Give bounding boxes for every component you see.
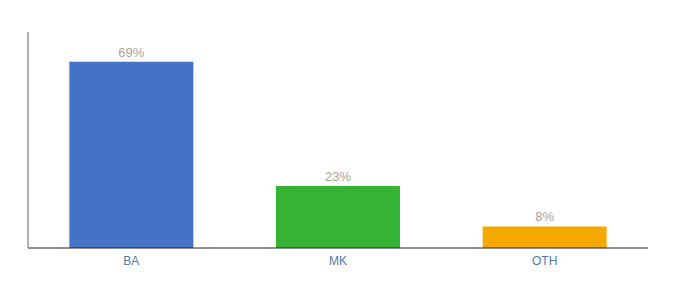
svg-text:MK: MK <box>329 254 347 268</box>
svg-text:BA: BA <box>123 254 139 268</box>
svg-text:23%: 23% <box>325 169 351 184</box>
svg-text:OTH: OTH <box>532 254 557 268</box>
svg-text:69%: 69% <box>118 45 144 60</box>
svg-text:8%: 8% <box>535 209 554 224</box>
